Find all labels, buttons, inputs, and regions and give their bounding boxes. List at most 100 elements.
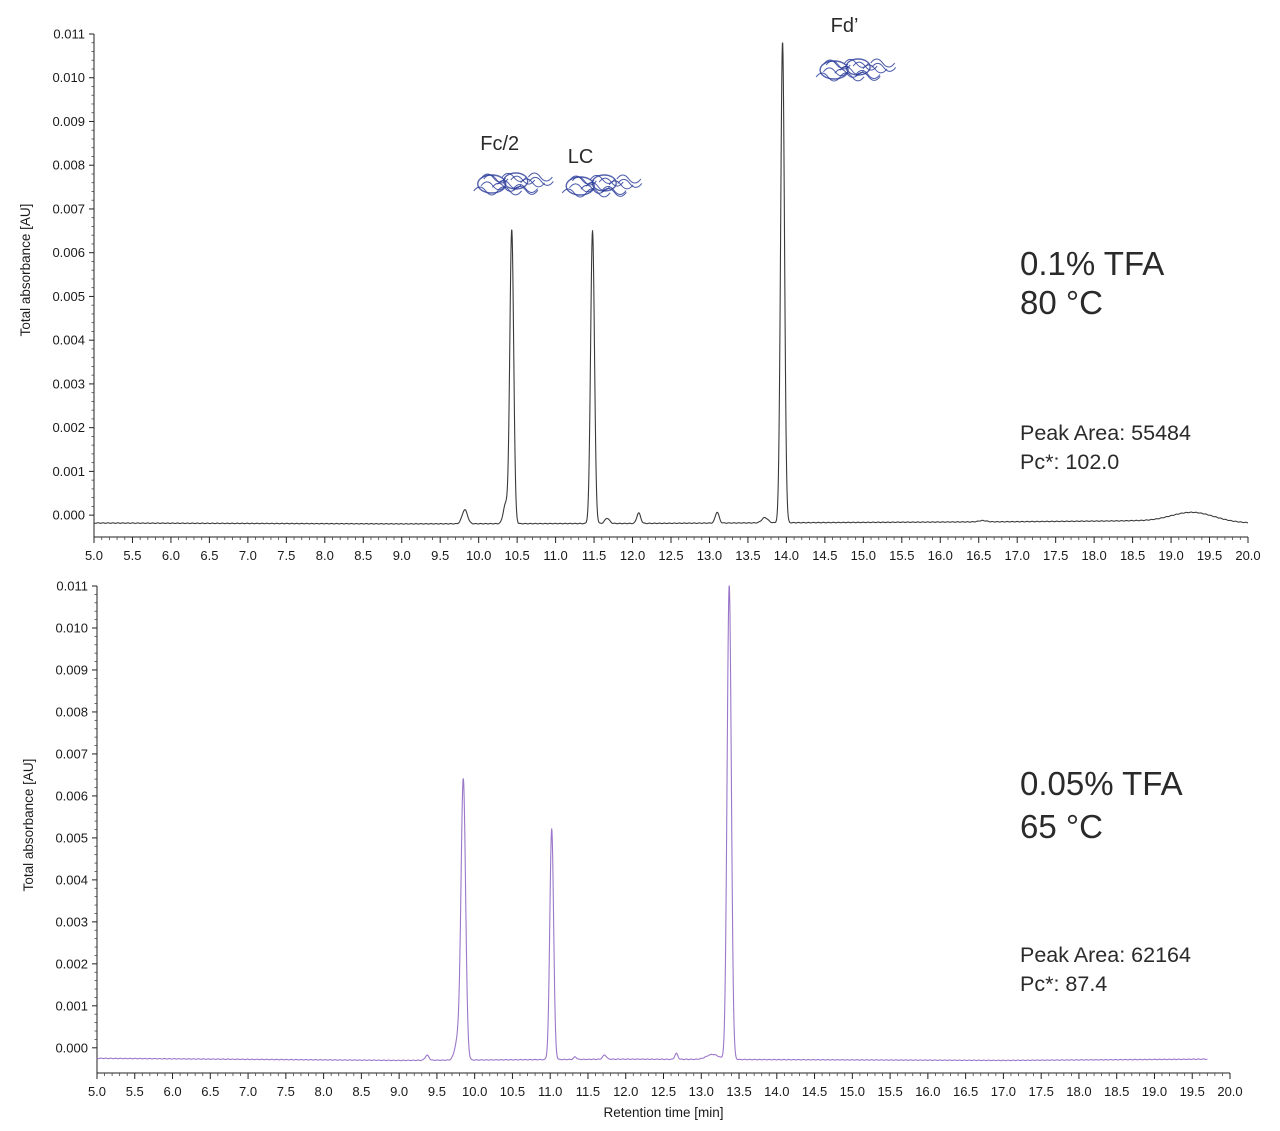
x-tick-label: 9.0 [390,1084,408,1099]
y-tick-label: 0.005 [55,830,88,845]
y-tick-label: 0.000 [55,1040,88,1055]
x-tick-label: 11.0 [543,548,567,563]
x-tick-label: 15.5 [889,548,914,563]
y-tick-label: 0.001 [52,464,85,479]
x-tick-label: 10.5 [500,1084,525,1099]
x-tick-label: 18.0 [1066,1084,1091,1099]
x-tick-label: 14.0 [774,548,799,563]
x-tick-label: 6.0 [162,548,180,563]
peak-stat-text: Peak Area: 55484 [1020,421,1191,445]
x-tick-label: 9.5 [428,1084,446,1099]
x-tick-label: 20.0 [1235,548,1260,563]
x-tick-label: 8.5 [354,548,372,563]
x-tick-label: 9.5 [431,548,449,563]
x-tick-label: 15.0 [840,1084,865,1099]
x-tick-label: 15.0 [851,548,876,563]
x-tick-label: 14.5 [802,1084,827,1099]
y-axis-title: Total absorbance [AU] [21,759,36,892]
x-tick-label: 17.0 [1005,548,1030,563]
protein-structure-icon [473,172,554,196]
y-tick-label: 0.004 [52,333,85,348]
x-tick-label: 8.0 [315,1084,333,1099]
x-tick-label: 5.0 [85,548,103,563]
peak-label: LC [568,146,594,168]
y-axis-title: Total absorbance [AU] [18,204,33,337]
x-tick-label: 7.0 [239,548,257,563]
y-tick-label: 0.002 [55,956,88,971]
x-tick-label: 7.5 [277,1084,295,1099]
y-tick-label: 0.000 [52,508,85,523]
x-tick-label: 19.5 [1180,1084,1205,1099]
x-tick-label: 11.5 [582,548,606,563]
x-tick-label: 7.5 [277,548,295,563]
y-tick-label: 0.008 [52,158,85,173]
y-tick-label: 0.002 [52,420,85,435]
y-tick-label: 0.011 [56,579,88,594]
x-tick-label: 18.5 [1104,1084,1129,1099]
y-tick-label: 0.008 [55,704,88,719]
x-tick-label: 12.0 [613,1084,638,1099]
x-tick-label: 12.0 [620,548,645,563]
peak-label: Fd’ [831,15,859,37]
y-tick-label: 0.009 [52,114,85,129]
x-tick-label: 18.5 [1120,548,1145,563]
peak-stat-text: Pc*: 87.4 [1020,972,1107,996]
peak-stat-text: Peak Area: 62164 [1020,943,1191,967]
x-tick-label: 5.5 [123,548,141,563]
x-tick-label: 16.5 [953,1084,978,1099]
x-tick-label: 11.0 [538,1084,562,1099]
y-tick-label: 0.006 [52,245,85,260]
chromatogram-panel-0p1-tfa: 0.000 0.001 0.002 0.003 0.004 0.005 0.006 0.007… [18,15,1261,563]
protein-structure-icon [815,58,897,82]
x-tick-label: 8.5 [352,1084,370,1099]
y-tick-label: 0.010 [52,70,85,85]
condition-text: 65 °C [1020,808,1103,845]
x-tick-label: 8.0 [316,548,334,563]
x-tick-label: 11.5 [576,1084,600,1099]
x-tick-label: 19.5 [1197,548,1222,563]
x-tick-label: 14.5 [812,548,837,563]
y-tick-label: 0.005 [52,289,85,304]
x-tick-label: 13.0 [697,548,722,563]
x-tick-label: 12.5 [651,1084,676,1099]
y-tick-label: 0.009 [55,662,88,677]
condition-text: 0.1% TFA [1020,245,1164,282]
x-tick-label: 7.0 [239,1084,257,1099]
x-tick-label: 17.5 [1029,1084,1054,1099]
x-tick-label: 13.5 [735,548,760,563]
y-tick-label: 0.007 [52,201,85,216]
x-tick-label: 6.0 [163,1084,181,1099]
condition-text: 80 °C [1020,284,1103,321]
y-tick-label: 0.010 [55,620,88,635]
x-tick-label: 10.5 [504,548,529,563]
y-tick-label: 0.001 [55,998,88,1013]
x-tick-label: 17.5 [1043,548,1068,563]
x-tick-label: 6.5 [201,1084,219,1099]
x-tick-label: 14.0 [764,1084,789,1099]
x-tick-label: 13.0 [689,1084,714,1099]
y-tick-label: 0.003 [52,376,85,391]
peak-stat-text: Pc*: 102.0 [1020,450,1119,474]
protein-structure-icon [561,174,643,198]
x-tick-label: 16.0 [928,548,953,563]
x-tick-label: 10.0 [466,548,491,563]
x-tick-label: 16.5 [966,548,991,563]
x-tick-label: 13.5 [726,1084,751,1099]
y-tick-label: 0.003 [55,914,88,929]
x-tick-label: 17.0 [991,1084,1016,1099]
chromatogram-panel-0p05-tfa: 0.000 0.001 0.002 0.003 0.004 0.005 0.006 0.007… [21,579,1243,1121]
x-tick-label: 10.0 [462,1084,487,1099]
chromatogram-trace [96,585,1208,1062]
x-tick-label: 5.5 [126,1084,144,1099]
x-tick-label: 15.5 [877,1084,902,1099]
y-tick-label: 0.004 [55,872,88,887]
x-tick-label: 5.0 [88,1084,106,1099]
y-tick-label: 0.007 [55,746,88,761]
x-tick-label: 19.0 [1158,548,1183,563]
x-tick-label: 18.0 [1081,548,1106,563]
x-tick-label: 16.0 [915,1084,940,1099]
x-tick-label: 9.0 [393,548,411,563]
y-tick-label: 0.006 [55,788,88,803]
x-tick-label: 20.0 [1217,1084,1242,1099]
